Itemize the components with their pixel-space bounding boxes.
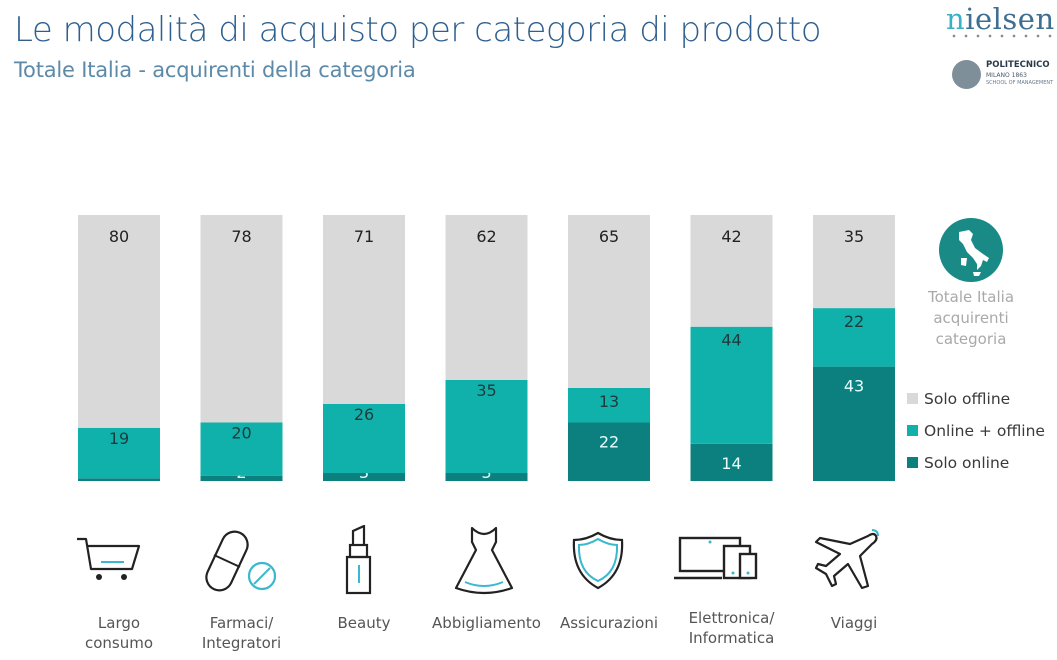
nielsen-logo-first: n bbox=[946, 2, 966, 36]
category-label-line: Beauty bbox=[337, 614, 391, 632]
data-label-solo-online: 22 bbox=[599, 432, 619, 451]
nielsen-logo: nielsen bbox=[946, 2, 1055, 36]
bar-segment-solo-online bbox=[813, 366, 895, 481]
bar-segment-solo-online bbox=[200, 475, 283, 481]
politecnico-name: POLITECNICO bbox=[986, 60, 1050, 70]
category-label: Beauty bbox=[303, 613, 425, 633]
dress-icon bbox=[454, 526, 514, 595]
bar-segment-solo-offline bbox=[690, 215, 773, 327]
shopping-cart-icon bbox=[77, 537, 141, 580]
data-label-online-offline: 26 bbox=[354, 405, 374, 424]
data-label-solo-offline: 80 bbox=[109, 227, 129, 246]
data-label-solo-offline: 42 bbox=[721, 227, 741, 246]
lipstick-icon bbox=[345, 525, 372, 595]
bar-segment-online-offline bbox=[200, 422, 283, 476]
legend-item-online-offline: Online + offline bbox=[907, 422, 1045, 440]
category-label-line: Viaggi bbox=[830, 614, 878, 632]
legend-swatch-solo-online bbox=[907, 457, 918, 468]
category-label-line: Integratori bbox=[201, 634, 282, 652]
side-panel-line: categoria bbox=[935, 330, 1007, 348]
bar-segment-solo-online bbox=[445, 473, 528, 481]
bar-segment-solo-offline bbox=[813, 215, 895, 309]
category-label-line: Assicurazioni bbox=[559, 614, 659, 632]
legend-item-solo-online: Solo online bbox=[907, 454, 1009, 472]
category-label-line: Farmaci/ bbox=[209, 614, 274, 632]
bar-segment-online-offline bbox=[813, 308, 895, 367]
bar-segment-solo-online bbox=[323, 473, 405, 481]
legend-label: Solo offline bbox=[924, 390, 1011, 408]
legend-label: Solo online bbox=[924, 454, 1010, 472]
category-label: Assicurazioni bbox=[548, 613, 670, 633]
data-label-solo-offline: 35 bbox=[844, 227, 864, 246]
bar-segment-solo-online bbox=[690, 443, 773, 481]
bar-segment-solo-offline bbox=[445, 215, 528, 380]
page-subtitle: Totale Italia - acquirenti della categor… bbox=[14, 58, 416, 82]
side-panel-text: Totale Italia acquirenti categoria bbox=[912, 287, 1030, 350]
data-label-online-offline: 19 bbox=[109, 429, 129, 448]
data-label-solo-offline: 65 bbox=[599, 227, 619, 246]
side-panel-line: acquirenti bbox=[933, 309, 1009, 327]
data-label-online-offline: 20 bbox=[231, 423, 251, 442]
data-label-solo-offline: 71 bbox=[354, 227, 374, 246]
pill-icon bbox=[205, 530, 277, 592]
nielsen-dots bbox=[948, 34, 1054, 38]
bar-segment-solo-offline bbox=[200, 215, 283, 423]
nielsen-logo-rest: ielsen bbox=[965, 2, 1055, 36]
category-label: Farmaci/Integratori bbox=[181, 613, 303, 653]
category-label: Largo consumo bbox=[58, 613, 180, 653]
bar-segment-solo-offline bbox=[323, 215, 405, 404]
politecnico-sub2: SCHOOL OF MANAGEMENT bbox=[986, 80, 1054, 86]
category-label-line: Informatica bbox=[688, 629, 775, 647]
bar-segment-solo-offline bbox=[78, 215, 160, 428]
bar-segment-solo-online bbox=[78, 478, 160, 481]
page-title: Le modalità di acquisto per categoria di… bbox=[14, 10, 822, 50]
bar-segment-online-offline bbox=[445, 379, 528, 474]
bar-segment-online-offline bbox=[690, 326, 773, 444]
politecnico-seal-icon bbox=[952, 60, 981, 89]
category-label-line: consumo bbox=[84, 634, 154, 652]
italy-map-icon bbox=[939, 218, 1003, 282]
category-label: Abbigliamento bbox=[426, 613, 548, 633]
data-label-online-offline: 44 bbox=[721, 331, 741, 350]
data-label-online-offline: 22 bbox=[844, 312, 864, 331]
airplane-icon bbox=[814, 529, 879, 590]
data-label-solo-online: 43 bbox=[844, 377, 864, 396]
legend-label: Online + offline bbox=[924, 422, 1045, 440]
data-label-solo-offline: 62 bbox=[476, 227, 496, 246]
category-label-line: Elettronica/ bbox=[688, 609, 775, 627]
bar-segment-online-offline bbox=[78, 427, 160, 479]
category-label-line: Abbigliamento bbox=[432, 614, 541, 632]
data-label-solo-offline: 78 bbox=[231, 227, 251, 246]
politecnico-sub1: MILANO 1863 bbox=[986, 72, 1027, 79]
side-panel-line: Totale Italia bbox=[927, 288, 1015, 306]
shield-icon bbox=[572, 531, 624, 590]
bar-segment-online-offline bbox=[568, 387, 650, 423]
category-label-line: Largo bbox=[97, 614, 141, 632]
bar-segment-solo-offline bbox=[568, 215, 650, 388]
bar-segment-online-offline bbox=[323, 403, 405, 474]
data-label-online-offline: 35 bbox=[476, 381, 496, 400]
category-label: Viaggi bbox=[793, 613, 915, 633]
devices-icon bbox=[674, 536, 758, 580]
data-label-solo-online: 14 bbox=[721, 454, 741, 473]
legend-item-solo-offline: Solo offline bbox=[907, 390, 1010, 408]
data-label-online-offline: 13 bbox=[599, 392, 619, 411]
legend-swatch-online-offline bbox=[907, 425, 918, 436]
bar-segment-solo-online bbox=[568, 422, 650, 481]
category-label: Elettronica/Informatica bbox=[671, 608, 793, 648]
legend-swatch-solo-offline bbox=[907, 393, 918, 404]
